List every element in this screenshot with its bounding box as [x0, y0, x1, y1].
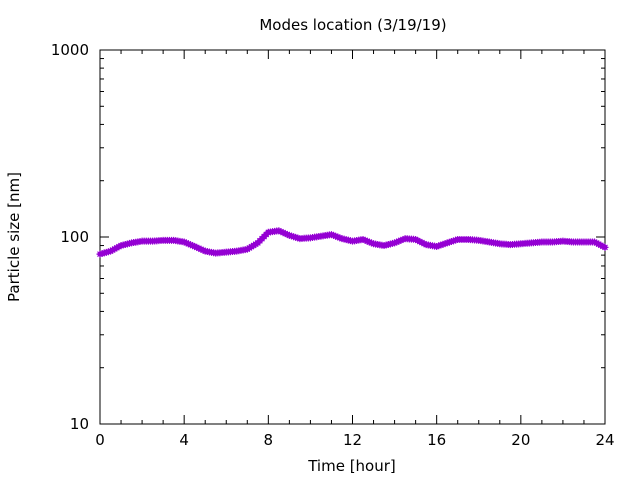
data-point-star — [279, 229, 287, 237]
data-point-star — [197, 245, 205, 253]
data-point-star — [193, 243, 201, 251]
data-point-star — [277, 228, 285, 236]
series-markers — [96, 227, 609, 258]
axis-ticks — [99, 49, 606, 425]
x-tick-label: 16 — [427, 431, 446, 449]
data-point-star — [115, 243, 123, 251]
data-point-star — [292, 233, 300, 241]
data-point-star — [590, 238, 598, 246]
data-point-star — [439, 240, 447, 248]
data-point-star — [450, 237, 457, 245]
data-point-star — [393, 238, 401, 246]
data-point-star — [399, 235, 407, 243]
data-point-star — [195, 244, 203, 252]
x-tick-labels: 0 4 8 12 16 20 24 — [95, 431, 614, 449]
plot-frame — [99, 49, 606, 425]
x-tick-label: 12 — [343, 431, 362, 449]
data-point-star — [418, 239, 426, 247]
y-tick-labels: 10 100 1000 — [51, 41, 89, 433]
data-point-star — [359, 235, 367, 243]
data-point-star — [182, 239, 190, 247]
data-point-star — [275, 227, 283, 235]
x-tick-label: 0 — [95, 431, 105, 449]
data-point-star — [287, 232, 295, 240]
data-point-star — [391, 239, 399, 247]
series-layer — [96, 227, 609, 258]
data-point-star — [433, 242, 441, 250]
data-point-star — [294, 234, 302, 242]
data-point-star — [452, 236, 460, 244]
data-point-star — [443, 239, 451, 247]
data-point-star — [367, 239, 375, 247]
data-point-star — [109, 246, 117, 254]
data-point-star — [336, 234, 344, 242]
data-point-star — [327, 231, 335, 239]
data-point-star — [599, 242, 607, 250]
data-point-star — [363, 237, 371, 245]
x-tick-label: 20 — [511, 431, 530, 449]
x-tick-label: 4 — [179, 431, 189, 449]
data-point-star — [191, 242, 199, 250]
x-axis-label: Time [hour] — [307, 457, 396, 475]
data-point-star — [199, 246, 207, 254]
data-point-star — [285, 231, 293, 239]
data-point-star — [447, 238, 455, 246]
data-point-star — [189, 242, 197, 250]
data-point-star — [416, 238, 424, 246]
y-tick-label: 1000 — [51, 41, 89, 59]
data-point-star — [441, 240, 449, 248]
data-point-star — [435, 242, 443, 250]
data-point-star — [180, 238, 188, 246]
data-point-star — [395, 237, 403, 245]
data-point-star — [414, 237, 422, 245]
data-point-star — [397, 236, 405, 244]
chart-title: Modes location (3/19/19) — [259, 16, 446, 34]
data-point-star — [184, 240, 192, 248]
data-point-star — [290, 233, 298, 241]
data-point-star — [361, 236, 369, 244]
x-tick-label: 8 — [264, 431, 274, 449]
data-point-star — [281, 230, 289, 238]
data-point-star — [111, 245, 119, 253]
y-tick-label: 100 — [60, 228, 89, 246]
data-point-star — [437, 241, 445, 249]
data-point-star — [593, 239, 601, 247]
data-point-star — [186, 241, 194, 249]
data-point-star — [330, 231, 338, 239]
data-point-star — [283, 230, 291, 238]
data-point-star — [332, 232, 340, 240]
data-point-star — [601, 243, 609, 251]
data-point-star — [412, 235, 420, 243]
data-point-star — [334, 233, 342, 241]
data-point-star — [420, 240, 428, 248]
data-point-star — [365, 238, 373, 246]
data-point-star — [113, 244, 121, 252]
data-point-star — [445, 238, 453, 246]
data-point-star — [595, 240, 603, 248]
y-tick-label: 10 — [70, 415, 89, 433]
data-point-star — [597, 241, 605, 249]
data-point-star — [107, 247, 115, 255]
x-tick-label: 24 — [595, 431, 614, 449]
y-axis-label: Particle size [nm] — [5, 172, 23, 302]
